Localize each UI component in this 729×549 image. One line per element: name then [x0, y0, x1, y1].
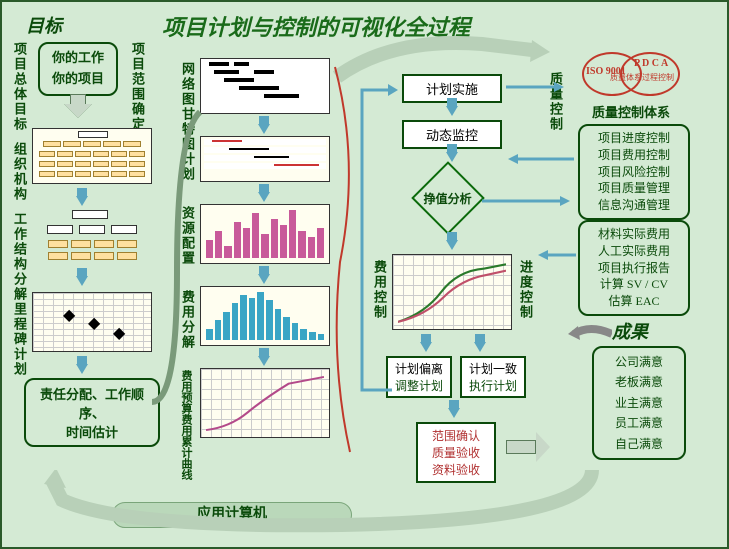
- arrow-icon: [258, 184, 270, 202]
- cost-chart: [200, 286, 330, 346]
- label-milestone: 里程碑计划: [10, 302, 29, 377]
- arrow-icon: [446, 144, 458, 162]
- arrow-icon: [446, 98, 458, 116]
- arrow-right-icon: [482, 194, 572, 208]
- label-prog-ctrl: 进度控制: [516, 260, 535, 320]
- goal-line2: 你的项目: [48, 69, 108, 90]
- goal-header: 目标: [26, 12, 62, 38]
- arrow-icon: [420, 334, 432, 352]
- milestone-chart: ◆ ◆ ◆: [32, 292, 152, 352]
- qc-list1: 项目进度控制项目费用控制项目风险控制项目质量管理信息沟通管理: [578, 124, 690, 220]
- arrow-right-icon: [506, 440, 536, 454]
- feedback-arrow: [352, 80, 402, 400]
- arrow-icon: [474, 334, 486, 352]
- arrow-icon: [258, 266, 270, 284]
- loop-arrow-icon: [42, 470, 602, 540]
- label-budget: 费用预算费用累计曲线: [178, 370, 194, 480]
- box-ontrack: 计划一致 执行计划: [460, 356, 526, 398]
- label-gantt: 网络图甘特图计划: [178, 62, 197, 182]
- label-overall-goal: 项目总体目标: [10, 42, 29, 132]
- gantt-chart: [200, 136, 330, 182]
- label-wbs: 工作结构分解: [10, 212, 29, 302]
- arrow-right-icon: [506, 80, 566, 94]
- label-scope: 项目范围确定: [128, 42, 147, 132]
- bottom-box: 责任分配、工作顺序、 时间估计: [24, 378, 160, 447]
- scurve-chart: [200, 368, 330, 438]
- evm-diamond: 挣值分析: [422, 172, 474, 224]
- org-chart: [32, 128, 152, 184]
- resource-chart: [200, 204, 330, 264]
- network-chart: [200, 58, 330, 114]
- arrow-icon: [76, 268, 88, 286]
- qc-system-label: 质量控制体系: [592, 102, 670, 121]
- results-arrow-icon: [568, 322, 612, 346]
- arrow-icon: [76, 188, 88, 206]
- arrow-icon: [446, 232, 458, 250]
- results-header: 成果: [612, 318, 648, 344]
- label-cost: 费用分解: [178, 290, 197, 350]
- arrow-icon: [448, 400, 460, 418]
- label-resource: 资源配置: [178, 206, 197, 266]
- results-list: 公司满意老板满意业主满意员工满意自己满意: [592, 346, 686, 460]
- arrow-right-head: [536, 432, 550, 462]
- wbs-chart: [32, 210, 152, 264]
- evm-chart: [392, 254, 512, 330]
- arrow-left-icon: [536, 248, 576, 262]
- label-org: 组织机构: [10, 142, 29, 202]
- arrow-icon: [258, 348, 270, 366]
- goal-line1: 你的工作: [48, 48, 108, 69]
- arrow-icon: [258, 116, 270, 134]
- venn-diagram: ISO 9001 P D C A 质量体系过程控制: [572, 52, 692, 102]
- arrow-icon: [76, 356, 88, 374]
- arrow-icon: [64, 94, 92, 118]
- goal-box: 你的工作 你的项目: [38, 42, 118, 96]
- arrow-left-icon: [506, 152, 574, 166]
- qc-list2: 材料实际费用人工实际费用项目执行报告计算 SV / CV估算 EAC: [578, 220, 690, 316]
